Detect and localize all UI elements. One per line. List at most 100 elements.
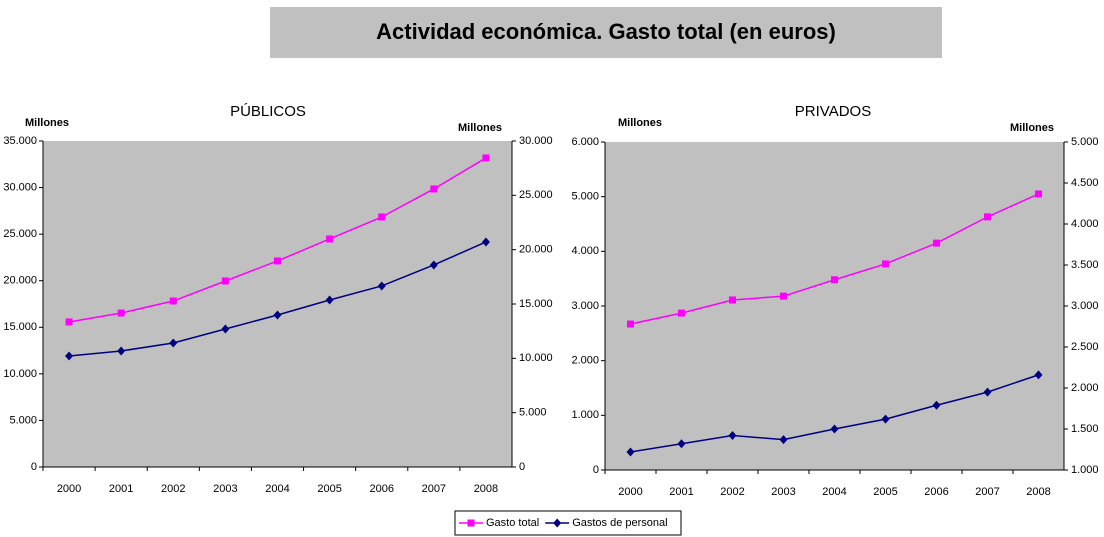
y2-tick-label: 3.000 bbox=[1071, 300, 1099, 312]
y2-tick-label: 30.000 bbox=[519, 135, 553, 147]
y2-tick-label: 10.000 bbox=[519, 352, 553, 364]
y2-axis-label: Millones bbox=[1010, 122, 1054, 134]
x-tick-label: 2000 bbox=[57, 483, 81, 495]
y2-tick-label: 2.000 bbox=[1071, 382, 1099, 394]
x-tick-label: 2003 bbox=[771, 486, 795, 498]
plot-area bbox=[605, 142, 1064, 470]
point bbox=[481, 237, 490, 247]
x-tick-label: 2002 bbox=[161, 483, 185, 495]
point bbox=[1034, 370, 1043, 380]
x-tick-label: 2005 bbox=[873, 486, 897, 498]
y2-tick-label: 20.000 bbox=[519, 244, 553, 256]
y2-tick-label: 0 bbox=[519, 461, 525, 473]
x-tick-label: 2004 bbox=[822, 486, 846, 498]
y-tick-label: 1.000 bbox=[571, 409, 599, 421]
x-tick-label: 2000 bbox=[618, 486, 642, 498]
y-tick-label: 6.000 bbox=[571, 136, 599, 148]
point bbox=[169, 297, 177, 305]
y-tick-label: 5.000 bbox=[571, 191, 599, 203]
point bbox=[326, 235, 334, 243]
y-tick-label: 0 bbox=[31, 461, 37, 473]
point bbox=[429, 260, 438, 270]
point bbox=[430, 185, 438, 193]
point bbox=[65, 318, 73, 326]
y-axis-label: Millones bbox=[25, 117, 69, 129]
y-tick-label: 30.000 bbox=[3, 181, 37, 193]
x-tick-label: 2008 bbox=[1026, 486, 1050, 498]
point bbox=[678, 309, 685, 317]
point bbox=[221, 324, 230, 334]
point bbox=[831, 276, 838, 284]
y2-tick-label: 5.000 bbox=[519, 407, 547, 419]
y2-tick-label: 25.000 bbox=[519, 189, 553, 201]
plot-area bbox=[43, 141, 512, 467]
point bbox=[117, 346, 126, 356]
point bbox=[221, 277, 229, 285]
y-axis-label: Millones bbox=[618, 117, 662, 129]
x-tick-label: 2007 bbox=[975, 486, 999, 498]
x-tick-label: 2008 bbox=[474, 483, 498, 495]
point bbox=[467, 519, 475, 527]
y2-tick-label: 1.000 bbox=[1071, 464, 1099, 476]
point bbox=[626, 447, 635, 457]
x-tick-label: 2004 bbox=[265, 483, 289, 495]
point bbox=[273, 310, 282, 320]
title-banner bbox=[270, 7, 942, 58]
legend-label: Gastos de personal bbox=[572, 517, 667, 529]
point bbox=[1035, 190, 1042, 198]
point bbox=[677, 439, 686, 449]
point bbox=[780, 292, 787, 300]
point bbox=[779, 435, 788, 445]
y-tick-label: 20.000 bbox=[3, 275, 37, 287]
point bbox=[984, 213, 991, 221]
point bbox=[627, 320, 634, 328]
x-tick-label: 2007 bbox=[422, 483, 446, 495]
point bbox=[882, 260, 889, 268]
chart-title: PÚBLICOS bbox=[230, 103, 306, 120]
y-tick-label: 25.000 bbox=[3, 228, 37, 240]
x-tick-label: 2003 bbox=[213, 483, 237, 495]
point bbox=[881, 414, 890, 424]
point bbox=[274, 257, 281, 265]
y2-tick-label: 4.000 bbox=[1071, 218, 1099, 230]
point bbox=[553, 518, 562, 528]
x-tick-label: 2006 bbox=[924, 486, 948, 498]
y2-tick-label: 15.000 bbox=[519, 298, 553, 310]
x-tick-label: 2001 bbox=[109, 483, 133, 495]
point bbox=[377, 281, 386, 291]
y2-tick-label: 2.500 bbox=[1071, 341, 1099, 353]
point bbox=[482, 154, 490, 162]
y2-tick-label: 1.500 bbox=[1071, 423, 1099, 435]
y2-axis-label: Millones bbox=[458, 122, 502, 134]
x-tick-label: 2001 bbox=[669, 486, 693, 498]
legend-label: Gasto total bbox=[486, 517, 539, 529]
x-tick-label: 2006 bbox=[369, 483, 393, 495]
y-tick-label: 4.000 bbox=[571, 245, 599, 257]
x-tick-label: 2002 bbox=[720, 486, 744, 498]
point bbox=[728, 431, 737, 441]
point bbox=[983, 387, 992, 397]
y-tick-label: 2.000 bbox=[571, 355, 599, 367]
point bbox=[932, 400, 941, 410]
y-tick-label: 15.000 bbox=[3, 321, 37, 333]
point bbox=[378, 213, 386, 221]
y-tick-label: 0 bbox=[593, 464, 599, 476]
chart-title: PRIVADOS bbox=[795, 103, 871, 120]
y-tick-label: 5.000 bbox=[9, 414, 37, 426]
y-tick-label: 35.000 bbox=[3, 135, 37, 147]
point bbox=[325, 295, 334, 305]
y-tick-label: 3.000 bbox=[571, 300, 599, 312]
point bbox=[933, 239, 940, 247]
y-tick-label: 10.000 bbox=[3, 368, 37, 380]
point bbox=[169, 338, 178, 348]
point bbox=[117, 309, 125, 317]
y2-tick-label: 4.500 bbox=[1071, 177, 1099, 189]
y2-tick-label: 5.000 bbox=[1071, 136, 1099, 148]
y2-tick-label: 3.500 bbox=[1071, 259, 1099, 271]
point bbox=[65, 351, 74, 361]
point bbox=[830, 424, 839, 434]
x-tick-label: 2005 bbox=[317, 483, 341, 495]
page-title: Actividad económica. Gasto total (en eur… bbox=[376, 19, 836, 44]
point bbox=[729, 296, 736, 304]
